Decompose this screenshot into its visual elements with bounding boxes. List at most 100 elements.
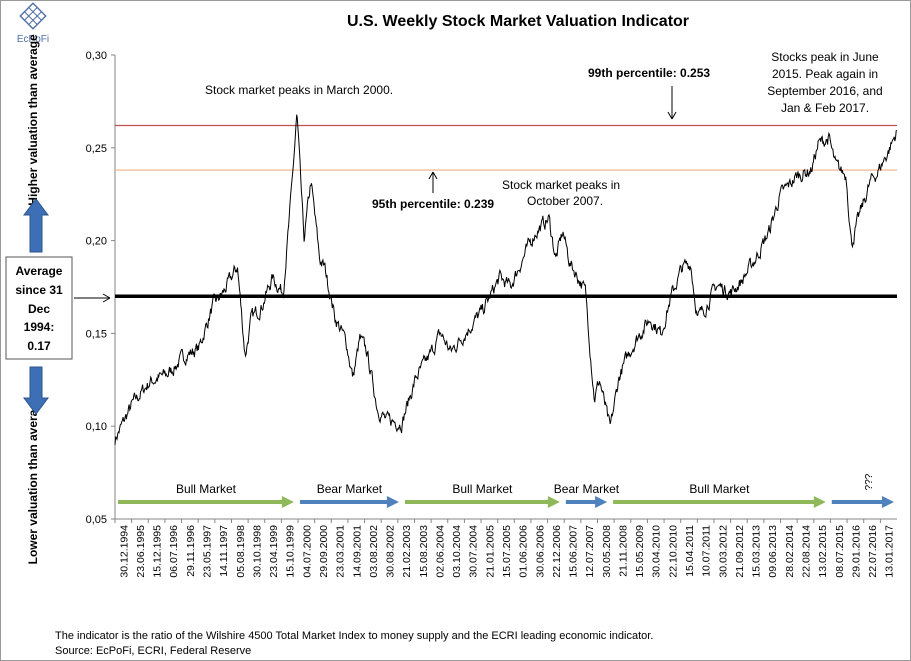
phase-arrowhead-icon — [813, 496, 826, 508]
footer-source: Source: EcPoFi, ECRI, Federal Reserve — [55, 645, 251, 657]
logo: EcPoFi — [17, 2, 49, 45]
y-tick-label: 0,30 — [86, 50, 107, 62]
avg-pointer-arrowhead-icon — [102, 293, 111, 303]
x-tick-label: 23.04.1999 — [268, 525, 280, 578]
x-tick-label: 30.06.2006 — [534, 525, 546, 578]
x-tick-label: 06.07.1996 — [168, 525, 180, 578]
x-tick-label: 21.01.2005 — [484, 525, 496, 578]
x-tick-label: 15.06.2007 — [568, 525, 580, 578]
phase-arrowhead-icon — [281, 496, 294, 508]
x-tick-label: 05.08.1998 — [235, 525, 247, 578]
x-tick-label: 29.11.1996 — [185, 525, 197, 577]
phase-label: Bull Market — [452, 482, 513, 496]
annotation-peak-2007-line2: October 2007. — [527, 194, 603, 208]
x-tick-label: 29.01.2016 — [850, 525, 862, 578]
x-tick-label: 03.10.2004 — [451, 525, 463, 578]
x-tick-label: 08.07.2015 — [834, 525, 846, 578]
ylabel-upper-line: Higher valuation than average — [26, 34, 40, 206]
up-arrow-icon — [23, 198, 49, 253]
x-tick-label: 30.07.2004 — [468, 525, 480, 578]
y-tick-label: 0,20 — [86, 236, 107, 248]
x-tick-label: 29.09.2000 — [318, 525, 330, 578]
down-arrow-icon — [23, 366, 49, 415]
plot-area: 0,05 0,10 0,15 0,20 0,25 0,30 30.12.1994 23.06… — [86, 50, 898, 578]
x-tick-label: 30.10.1998 — [251, 525, 263, 578]
x-tick-label: 21.09.2012 — [734, 525, 746, 578]
ylabel-lower: Lower valuation than average — [26, 395, 40, 564]
x-tick-label: 30.12.1994 — [118, 525, 130, 578]
x-tick-label: 15.12.1995 — [152, 525, 164, 578]
phase-label: Bull Market — [689, 482, 750, 496]
x-tick-label: 10.07.2011 — [701, 525, 713, 577]
x-tick-label: 02.06.2004 — [434, 525, 446, 578]
x-tick-label: 03.08.2002 — [368, 525, 380, 578]
x-tick-label: 22.07.2016 — [867, 525, 879, 578]
phase-label: Bull Market — [176, 482, 237, 496]
p99-label: 99th percentile: 0.253 — [588, 66, 710, 80]
footer-note: The indicator is the ratio of the Wilshi… — [55, 630, 653, 642]
phase-label: Bear Market — [317, 482, 383, 496]
p95-label: 95th percentile: 0.239 — [372, 197, 494, 211]
x-tick-label: 30.03.2012 — [717, 525, 729, 578]
x-tick-label: 15.03.2013 — [751, 525, 763, 578]
x-tick-label: 15.07.2005 — [501, 525, 513, 578]
annotation-peak-2015-line1: Stocks peak in June — [771, 50, 879, 64]
y-tick-label: 0,25 — [86, 143, 107, 155]
x-tick-label: 14.11.1997 — [218, 525, 230, 577]
x-tick-label: 15.04.2011 — [684, 525, 696, 577]
x-tick-label: 22.12.2006 — [551, 525, 563, 578]
annotation-peak-2000: Stock market peaks in March 2000. — [205, 83, 393, 97]
ylabel-lower-line: Lower valuation than average — [26, 395, 40, 564]
series-line-valuation — [114, 114, 898, 445]
x-tick-label: 23.03.2001 — [335, 525, 347, 578]
x-tick-label: 30.04.2010 — [651, 525, 663, 578]
x-tick-label: 30.08.2002 — [385, 525, 397, 578]
x-tick-label: 14.09.2001 — [351, 525, 363, 578]
avg-box-line2: since 31 — [15, 283, 63, 297]
avg-box-line5: 0.17 — [27, 339, 51, 353]
x-ticks: 30.12.1994 23.06.1995 15.12.1995 06.07.1996… — [114, 519, 896, 578]
avg-box-line3: Dec — [28, 302, 50, 316]
x-tick-label: 01.06.2006 — [518, 525, 530, 578]
annotation-peak-2015-line2: 2015. Peak again in — [772, 67, 878, 81]
phase-arrowhead-icon — [547, 496, 560, 508]
x-tick-label: 30.05.2008 — [601, 525, 613, 578]
x-tick-label: 28.02.2014 — [784, 525, 796, 578]
y-tick-label: 0,05 — [86, 514, 107, 526]
chart-title: U.S. Weekly Stock Market Valuation Indic… — [347, 13, 689, 30]
x-tick-label: 23.05.1997 — [202, 525, 214, 578]
x-tick-label: 13.01.2017 — [884, 525, 896, 578]
phase-arrowhead-icon — [882, 496, 894, 508]
phase-arrowhead-icon — [386, 496, 399, 508]
x-tick-label: 15.05.2009 — [634, 525, 646, 578]
p95-arrowhead-icon — [428, 171, 438, 180]
x-tick-label: 23.06.1995 — [135, 525, 147, 578]
x-tick-label: 15.10.1999 — [285, 525, 297, 578]
phase-label: Bear Market — [554, 482, 620, 496]
ylabel-upper: Higher valuation than average — [26, 34, 40, 206]
avg-box-line1: Average — [16, 264, 63, 278]
y-tick-label: 0,10 — [86, 421, 107, 433]
x-tick-label: 09.06.2013 — [767, 525, 779, 578]
y-tick-label: 0,15 — [86, 328, 107, 340]
x-tick-label: 21.02.2003 — [401, 525, 413, 578]
x-tick-label: 21.11.2008 — [617, 525, 629, 577]
avg-box-line4: 1994: — [24, 320, 55, 334]
average-box: Average since 31 Dec 1994: 0.17 — [5, 256, 73, 360]
x-tick-label: 04.07.2000 — [301, 525, 313, 578]
annotation-question: ??? — [864, 473, 875, 490]
x-tick-label: 22.08.2014 — [800, 525, 812, 578]
annotation-peak-2007-line1: Stock market peaks in — [502, 178, 620, 192]
x-tick-label: 13.02.2015 — [817, 525, 829, 578]
annotation-peak-2015-line3: September 2016, and — [767, 84, 882, 98]
phase-arrowhead-icon — [595, 496, 608, 508]
y-ticks: 0,05 0,10 0,15 0,20 0,25 0,30 — [86, 50, 115, 526]
x-tick-label: 15.08.2003 — [418, 525, 430, 578]
p99-arrowhead-icon — [667, 111, 677, 120]
logo-text: EcPoFi — [17, 34, 49, 45]
logo-mark-icon — [19, 2, 47, 30]
annotation-peak-2015-line4: Jan & Feb 2017. — [781, 101, 869, 115]
x-tick-label: 22.10.2010 — [667, 525, 679, 578]
x-tick-label: 12.07.2007 — [584, 525, 596, 578]
